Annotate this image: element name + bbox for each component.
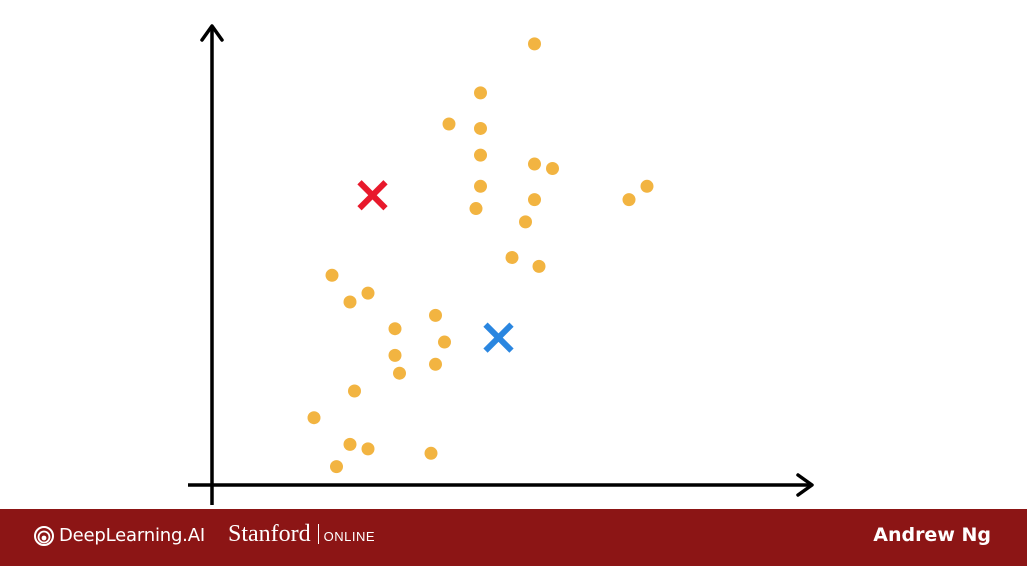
data-point [528, 37, 541, 51]
stanford-online-label: ONLINE [323, 529, 376, 544]
data-point [469, 202, 483, 216]
data-point [429, 357, 442, 371]
stanford-divider [317, 524, 319, 544]
scatter-plot [188, 24, 814, 505]
stanford-online-brand: Stanford ONLINE [228, 521, 375, 547]
data-point [528, 193, 541, 207]
data-point [393, 366, 406, 380]
data-point [361, 286, 375, 300]
centroid-stroke [357, 180, 388, 211]
data-point [438, 335, 451, 349]
data-point [343, 295, 357, 309]
footer-bar: DeepLearning.AI Stanford ONLINE Andrew N… [0, 509, 1027, 566]
data-point [640, 179, 654, 193]
axes [188, 24, 814, 505]
data-point [622, 193, 636, 207]
data-point [307, 411, 321, 425]
red-cluster-centroid-x [357, 180, 388, 211]
data-point [532, 259, 546, 273]
deeplearning-ai-brand: DeepLearning.AI [34, 525, 205, 546]
deeplearning-ai-logo-icon [34, 525, 54, 546]
centroid-stroke [483, 322, 514, 353]
data-point [388, 348, 402, 362]
x-axis-arrowhead [796, 473, 814, 497]
data-point [474, 179, 487, 193]
data-point [429, 308, 442, 322]
data-point [424, 446, 438, 460]
data-point [343, 437, 357, 451]
data-point [474, 121, 487, 135]
data-point [361, 442, 375, 456]
data-point [388, 322, 402, 336]
blue-cluster-centroid-x [483, 322, 514, 353]
data-point [474, 86, 487, 100]
data-point [528, 157, 541, 171]
presenter-name: Andrew Ng [873, 524, 991, 546]
stanford-wordmark: Stanford [228, 521, 311, 547]
deeplearning-ai-wordmark: DeepLearning.AI [59, 525, 205, 546]
data-point [442, 117, 456, 131]
data-point [348, 384, 361, 398]
data-point [330, 460, 343, 474]
data-point [505, 251, 519, 264]
data-point [474, 148, 487, 162]
y-axis-arrowhead [200, 24, 224, 42]
data-point [519, 215, 532, 229]
plot-marks [307, 37, 654, 474]
data-point [325, 268, 339, 282]
data-point [546, 162, 559, 175]
